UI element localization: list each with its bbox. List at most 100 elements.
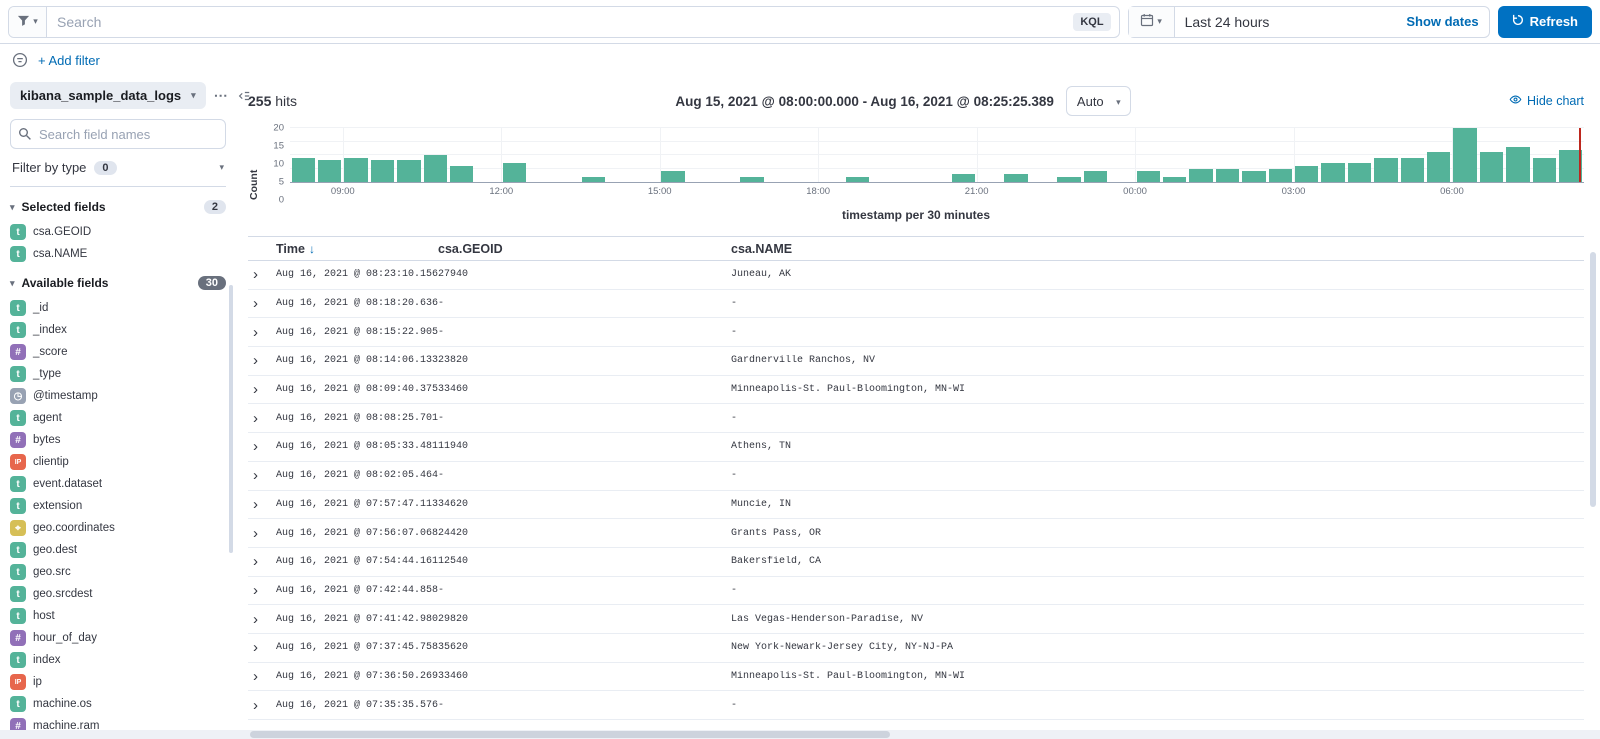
field-item-geo.src[interactable]: t geo.src	[10, 563, 226, 581]
expand-row-icon[interactable]: ›	[253, 295, 258, 313]
sidebar-scrollbar[interactable]	[229, 285, 233, 553]
histogram-bar[interactable]	[423, 155, 447, 182]
expand-row-icon[interactable]: ›	[253, 409, 258, 427]
histogram-bar[interactable]	[740, 176, 764, 182]
expand-row-icon[interactable]: ›	[253, 524, 258, 542]
field-search-input[interactable]	[10, 119, 226, 149]
histogram-bar[interactable]	[581, 176, 606, 182]
field-item-_id[interactable]: t _id	[10, 299, 226, 317]
histogram-bar[interactable]	[397, 160, 421, 182]
expand-row-icon[interactable]: ›	[253, 467, 258, 485]
expand-row-icon[interactable]: ›	[253, 610, 258, 628]
histogram-bar[interactable]	[1426, 152, 1451, 182]
histogram-bar[interactable]	[291, 157, 315, 182]
histogram-bar[interactable]	[1506, 146, 1530, 182]
histogram-bar[interactable]	[951, 173, 976, 182]
field-item-_score[interactable]: # _score	[10, 343, 226, 361]
content: kibana_sample_data_logs ▾ ⋯ Filter by ty…	[0, 74, 1600, 735]
index-options-icon[interactable]: ⋯	[213, 87, 229, 103]
histogram-bar[interactable]	[1242, 171, 1266, 182]
expand-row-icon[interactable]: ›	[253, 352, 258, 370]
search-input[interactable]	[47, 13, 1074, 30]
field-item-machine.os[interactable]: t machine.os	[10, 695, 226, 713]
expand-row-icon[interactable]: ›	[253, 438, 258, 456]
histogram-bar[interactable]	[1453, 128, 1477, 182]
expand-row-icon[interactable]: ›	[253, 553, 258, 571]
field-item-geo.dest[interactable]: t geo.dest	[10, 541, 226, 559]
histogram-bar[interactable]	[1347, 163, 1372, 182]
main-scrollbar[interactable]	[1590, 252, 1596, 507]
histogram-bar[interactable]	[1136, 171, 1160, 182]
histogram-bar[interactable]	[1559, 149, 1583, 182]
saved-query-menu-button[interactable]: ▾	[9, 6, 47, 37]
expand-row-icon[interactable]: ›	[253, 581, 258, 599]
field-item-extension[interactable]: t extension	[10, 497, 226, 515]
expand-row-icon[interactable]: ›	[253, 323, 258, 341]
histogram-bar[interactable]	[1004, 173, 1028, 182]
cell-time: Aug 16, 2021 @ 07:35:35.576	[276, 699, 438, 711]
field-item-csa.GEOID[interactable]: t csa.GEOID	[10, 223, 226, 241]
column-header-csa-geoid[interactable]: csa.GEOID	[438, 241, 503, 256]
kql-badge[interactable]: KQL	[1073, 12, 1111, 31]
column-header-csa-name[interactable]: csa.NAME	[731, 241, 793, 256]
add-filter-button[interactable]: + Add filter	[38, 52, 100, 68]
horizontal-scrollbar-thumb[interactable]	[250, 731, 890, 738]
histogram-bar[interactable]	[1268, 168, 1292, 182]
show-dates-button[interactable]: Show dates	[1406, 14, 1479, 29]
field-item-_index[interactable]: t _index	[10, 321, 226, 339]
histogram-bar[interactable]	[370, 160, 395, 182]
field-item-_type[interactable]: t _type	[10, 365, 226, 383]
field-item-@timestamp[interactable]: ◷ @timestamp	[10, 387, 226, 405]
available-fields-header[interactable]: ▾ Available fields 30	[10, 276, 226, 290]
field-name: csa.NAME	[33, 248, 88, 260]
histogram-bar[interactable]	[1479, 152, 1504, 182]
index-pattern-switcher[interactable]: kibana_sample_data_logs ▾	[10, 82, 206, 109]
histogram-bar[interactable]	[1162, 176, 1187, 182]
field-item-host[interactable]: t host	[10, 607, 226, 625]
expand-row-icon[interactable]: ›	[253, 667, 258, 685]
histogram-bar[interactable]	[317, 160, 342, 182]
hits-count: 255 hits	[248, 93, 298, 109]
histogram-bar[interactable]	[449, 165, 474, 182]
histogram-bar[interactable]	[1057, 176, 1081, 182]
filter-by-type[interactable]: Filter by type 0 ▾	[10, 149, 226, 187]
interval-select[interactable]: Auto ▾	[1065, 86, 1131, 116]
column-header-time[interactable]: Time ↓	[276, 241, 315, 256]
histogram-bar[interactable]	[846, 176, 870, 182]
histogram-bar[interactable]	[344, 157, 368, 182]
expand-row-icon[interactable]: ›	[253, 495, 258, 513]
field-item-csa.NAME[interactable]: t csa.NAME	[10, 245, 226, 263]
histogram-bar[interactable]	[661, 171, 685, 182]
histogram-bar[interactable]	[1532, 157, 1556, 182]
field-item-index[interactable]: t index	[10, 651, 226, 669]
hide-chart-button[interactable]: Hide chart	[1509, 93, 1584, 109]
selected-fields-header[interactable]: ▾ Selected fields 2	[10, 200, 226, 214]
histogram-bar[interactable]	[1083, 171, 1108, 182]
histogram-bar[interactable]	[1189, 168, 1213, 182]
calendar-menu-button[interactable]: ▾	[1128, 6, 1175, 37]
field-item-hour_of_day[interactable]: # hour_of_day	[10, 629, 226, 647]
field-item-geo.coordinates[interactable]: ⌖ geo.coordinates	[10, 519, 226, 537]
histogram-bar[interactable]	[1294, 165, 1319, 182]
field-item-ip[interactable]: IP ip	[10, 673, 226, 691]
field-item-bytes[interactable]: # bytes	[10, 431, 226, 449]
field-item-geo.srcdest[interactable]: t geo.srcdest	[10, 585, 226, 603]
field-item-event.dataset[interactable]: t event.dataset	[10, 475, 226, 493]
expand-row-icon[interactable]: ›	[253, 639, 258, 657]
expand-row-icon[interactable]: ›	[253, 381, 258, 399]
refresh-button[interactable]: Refresh	[1497, 5, 1592, 38]
histogram-bar[interactable]	[1321, 163, 1345, 182]
histogram-bar[interactable]	[1374, 157, 1398, 182]
eye-icon	[1509, 93, 1522, 109]
time-range-value[interactable]: Last 24 hours	[1184, 13, 1270, 30]
field-item-clientip[interactable]: IP clientip	[10, 453, 226, 471]
collapse-sidebar-icon[interactable]	[237, 89, 251, 103]
histogram-bar[interactable]	[1215, 168, 1240, 182]
field-item-agent[interactable]: t agent	[10, 409, 226, 427]
expand-row-icon[interactable]: ›	[253, 696, 258, 714]
histogram-bar[interactable]	[502, 163, 527, 182]
filter-options-icon[interactable]	[12, 52, 28, 68]
sort-desc-icon[interactable]: ↓	[308, 241, 315, 256]
expand-row-icon[interactable]: ›	[253, 266, 258, 284]
histogram-bar[interactable]	[1400, 157, 1424, 182]
